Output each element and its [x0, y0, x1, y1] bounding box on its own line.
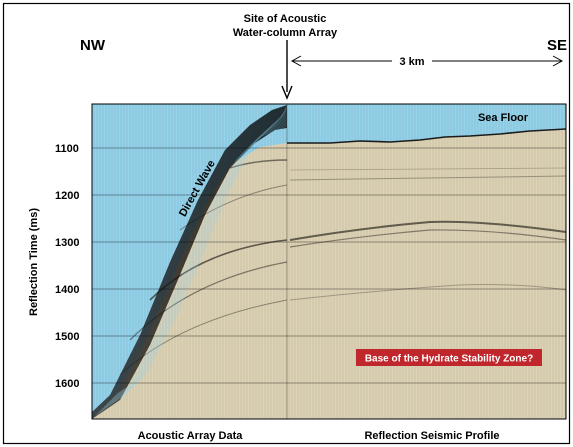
site-label-line2: Water-column Array [233, 27, 338, 39]
y-tick-1300: 1300 [55, 237, 79, 249]
se-label: SE [547, 37, 567, 54]
bsz-question-label: Base of the Hydrate Stability Zone? [365, 354, 533, 365]
scale-arrow [290, 55, 564, 67]
site-label-line1: Site of Acoustic [244, 13, 327, 25]
time-gridlines [92, 147, 566, 384]
y-tick-1600: 1600 [55, 378, 79, 390]
reflectors [289, 167, 566, 301]
plot-frame [91, 103, 567, 420]
plot-area [92, 104, 566, 419]
y-axis-label: Reflection Time (ms) [28, 208, 40, 316]
direct-wave-band [92, 105, 287, 419]
sea-floor-line [287, 128, 566, 144]
site-arrow [281, 40, 293, 100]
reflection-profile-label: Reflection Seismic Profile [364, 430, 499, 442]
acoustic-array-label: Acoustic Array Data [138, 430, 244, 442]
scale-label: 3 km [399, 56, 424, 68]
direct-wave-stripes [95, 105, 288, 416]
y-tick-1100: 1100 [55, 143, 79, 155]
y-tick-1400: 1400 [55, 284, 79, 296]
sea-floor-label: Sea Floor [478, 112, 529, 124]
y-tick-labels: 1100 1200 1300 1400 1500 1600 [55, 143, 79, 390]
bsz-annotation: Base of the Hydrate Stability Zone? [356, 349, 542, 366]
direct-wave-stripe [116, 105, 288, 395]
y-tick-1200: 1200 [55, 190, 79, 202]
y-tick-1500: 1500 [55, 331, 79, 343]
nw-label: NW [80, 37, 106, 54]
